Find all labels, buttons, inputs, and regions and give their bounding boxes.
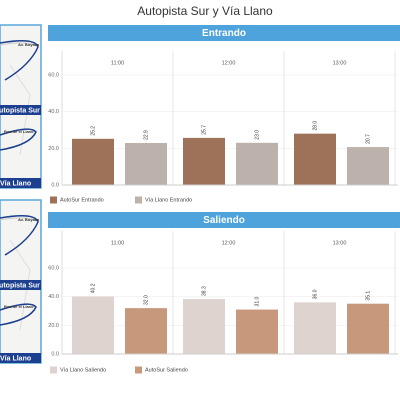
column-label: 13:00 (333, 60, 347, 66)
map-footer-label: Vía Llano (0, 355, 31, 362)
y-tick-label: 40.0 (48, 109, 59, 115)
map-road-label: Autopista Sur (0, 107, 40, 114)
map-footer-band (0, 353, 41, 363)
column-label: 12:00 (222, 240, 236, 246)
map-road (9, 239, 31, 331)
value-label: 38.3 (201, 286, 207, 296)
legend-label: AutoSur Entrando (60, 197, 104, 203)
y-tick-label: 20.0 (48, 146, 59, 152)
map-route (0, 215, 39, 256)
value-label: 22.9 (143, 130, 149, 140)
value-label: 40.2 (90, 283, 96, 293)
map-road-band (0, 105, 41, 115)
column-label: 11:00 (111, 60, 124, 66)
legend-swatch (135, 196, 142, 204)
value-label: 36.0 (312, 289, 318, 299)
map-road (0, 42, 39, 48)
value-label: 25.2 (90, 126, 96, 136)
legend-label: Vía Llano Saliendo (60, 367, 106, 373)
map-footer-label: Vía Llano (0, 180, 31, 187)
y-tick-label: 20.0 (48, 323, 59, 329)
bar (72, 138, 114, 185)
map-route (0, 40, 39, 81)
map-place-label: Av. Boyaca (18, 217, 40, 222)
value-label: 20.7 (365, 134, 371, 144)
bar (125, 308, 167, 354)
panel-title: Saliendo (203, 215, 245, 226)
map-road-label: Autopista Sur (0, 282, 40, 289)
dashboard-title: Autopista Sur y Vía Llano (137, 4, 273, 18)
map-road (0, 217, 39, 223)
bar (183, 299, 225, 354)
bar (294, 133, 336, 185)
bar (347, 147, 389, 185)
value-label: 23.0 (254, 130, 260, 140)
panel-header (48, 212, 400, 228)
bar (294, 302, 336, 354)
panel-header (48, 25, 400, 41)
value-label: 32.0 (143, 295, 149, 305)
bar (125, 143, 167, 185)
y-tick-label: 60.0 (48, 72, 59, 78)
column-label: 12:00 (222, 60, 236, 66)
map-road (9, 64, 31, 156)
map-place-label: Puente el Llano (4, 129, 34, 134)
map-place-label: Av. Boyaca (18, 42, 40, 47)
bar (347, 303, 389, 354)
column-label: 13:00 (333, 240, 347, 246)
column-label: 11:00 (111, 240, 124, 246)
map-route (0, 303, 37, 326)
y-tick-label: 40.0 (48, 294, 59, 300)
map-footer-band (0, 178, 41, 188)
value-label: 31.0 (254, 296, 260, 306)
bar (236, 142, 278, 185)
value-label: 35.1 (365, 291, 371, 301)
legend-swatch (50, 196, 57, 204)
y-tick-label: 0.0 (51, 182, 59, 188)
map-road-band (0, 280, 41, 290)
y-tick-label: 60.0 (48, 265, 59, 271)
bar (183, 137, 225, 185)
panel-title: Entrando (202, 28, 246, 39)
value-label: 25.7 (201, 125, 207, 135)
legend-label: Vía Llano Entrando (145, 197, 192, 203)
bar (236, 309, 278, 354)
map-route (0, 128, 37, 151)
legend-swatch (50, 366, 57, 374)
legend-swatch (135, 366, 142, 374)
value-label: 28.0 (312, 121, 318, 131)
bar (72, 296, 114, 354)
map-place-label: Puente el Llano (4, 304, 34, 309)
y-tick-label: 0.0 (51, 351, 59, 357)
legend-label: AutoSur Saliendo (145, 367, 188, 373)
